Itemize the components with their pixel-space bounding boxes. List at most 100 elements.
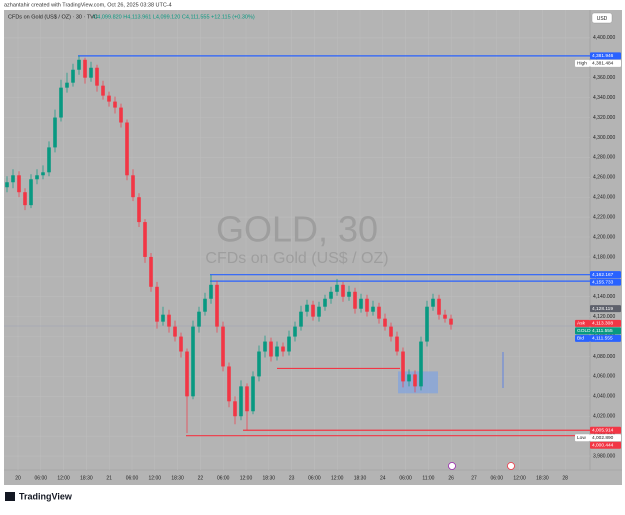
candle-body	[155, 286, 159, 322]
candle-body	[17, 175, 21, 193]
y-tick-label: 4,180.000	[593, 254, 615, 260]
y-tick-label: 4,060.000	[593, 374, 615, 380]
candle-body	[53, 117, 57, 148]
candle-body	[419, 341, 423, 387]
x-tick-label: 06:00	[399, 475, 412, 481]
ohlc-legend: O4,099.820 H4,113.961 L4,099.120 C4,111.…	[93, 14, 255, 20]
candle-body	[365, 298, 369, 312]
event-icon[interactable]	[448, 462, 456, 470]
candle-body	[35, 175, 39, 180]
price-badge	[590, 434, 621, 442]
candle-body	[341, 284, 345, 297]
candle-body	[275, 346, 279, 357]
logo-icon	[5, 492, 15, 501]
x-tick-label: 22	[198, 475, 204, 481]
candle-body	[449, 318, 453, 325]
candle-body	[221, 326, 225, 367]
candle-body	[251, 376, 255, 412]
grid: 4,400.0004,380.0004,360.0004,340.0004,32…	[4, 10, 615, 481]
candle-body	[329, 291, 333, 299]
price-badge-tag	[575, 59, 590, 67]
x-tick-label: 28	[562, 475, 568, 481]
y-tick-label: 4,120.000	[593, 314, 615, 320]
candle-body	[161, 314, 165, 322]
candle-body	[425, 306, 429, 342]
candle-body	[131, 175, 135, 198]
candle-body	[353, 291, 357, 309]
plot: 4,381.946 4,381.484 High 4,162.1674,155.733…	[4, 52, 621, 449]
y-tick-label: 4,260.000	[593, 175, 615, 181]
candle-body	[137, 197, 141, 223]
price-badge-tag	[575, 327, 590, 335]
price-badge-label: 4,128.119	[592, 306, 613, 312]
candle-body	[191, 326, 195, 397]
candle-body	[47, 147, 51, 173]
candle-body	[443, 314, 447, 319]
candle-body	[179, 336, 183, 352]
candle-body	[203, 298, 207, 312]
candle-body	[83, 59, 87, 78]
price-badge-label: 4,113.308	[592, 321, 613, 327]
y-tick-label: 4,040.000	[593, 394, 615, 400]
candle-body	[377, 306, 381, 319]
candle-body	[173, 326, 177, 337]
price-badge	[590, 319, 621, 327]
candle-body	[311, 304, 315, 317]
price-badge-label: 4,381.484	[592, 61, 614, 67]
x-tick-label: 06:00	[491, 475, 504, 481]
candle-body	[197, 311, 201, 327]
candle-body	[125, 122, 129, 176]
price-badge	[590, 334, 621, 342]
price-badge-label: 4,111.555	[592, 336, 613, 342]
price-badge	[590, 327, 621, 335]
x-tick-label: 18:30	[80, 475, 93, 481]
event-icon[interactable]	[507, 462, 515, 470]
price-badge	[590, 52, 621, 60]
candle-body	[323, 298, 327, 307]
price-badge	[590, 305, 621, 313]
price-badge-label: 4,155.733	[592, 279, 614, 285]
credit: azhantahir created with TradingView.com,…	[4, 2, 172, 8]
x-tick-label: 18:30	[354, 475, 367, 481]
chart-panel	[4, 10, 622, 485]
candle-body	[383, 318, 387, 327]
candle-body	[59, 87, 63, 118]
candle-body	[23, 192, 27, 206]
x-tick-label: 12:00	[513, 475, 526, 481]
candle-body	[89, 67, 93, 78]
candle-body	[395, 336, 399, 352]
candle-body	[347, 291, 351, 297]
candle-body	[281, 346, 285, 352]
candle-body	[335, 284, 339, 292]
event-icons	[448, 462, 515, 470]
logo-text: TradingView	[19, 491, 73, 501]
x-tick-label: 18:30	[263, 475, 276, 481]
y-tick-label: 4,240.000	[593, 195, 615, 201]
y-tick-label: 4,280.000	[593, 155, 615, 161]
x-tick-label: 18:30	[536, 475, 549, 481]
price-badge	[590, 426, 621, 434]
currency: USD	[597, 16, 608, 22]
price-badge-label: 4,002.890	[592, 435, 614, 441]
price-badge-label: 4,162.167	[592, 272, 614, 278]
price-badge-tag-label: Bid	[577, 336, 584, 342]
x-tick-label: 06:00	[35, 475, 48, 481]
y-tick-label: 4,400.000	[593, 35, 615, 41]
y-tick-label: 4,340.000	[593, 95, 615, 101]
candle-body	[287, 336, 291, 352]
x-tick-label: 27	[471, 475, 477, 481]
candle-body	[65, 82, 69, 88]
candle-body	[113, 101, 117, 108]
x-tick-label: 23	[289, 475, 295, 481]
price-badge-tag	[575, 334, 590, 342]
currency-box[interactable]	[591, 12, 613, 24]
candle-body	[293, 326, 297, 337]
candle-body	[431, 298, 435, 307]
x-tick-label: 24	[380, 475, 386, 481]
price-badge	[590, 271, 621, 279]
candle-body	[269, 341, 273, 357]
y-tick-label: 4,320.000	[593, 115, 615, 121]
price-badge	[590, 59, 621, 67]
x-tick-label: 20	[15, 475, 21, 481]
